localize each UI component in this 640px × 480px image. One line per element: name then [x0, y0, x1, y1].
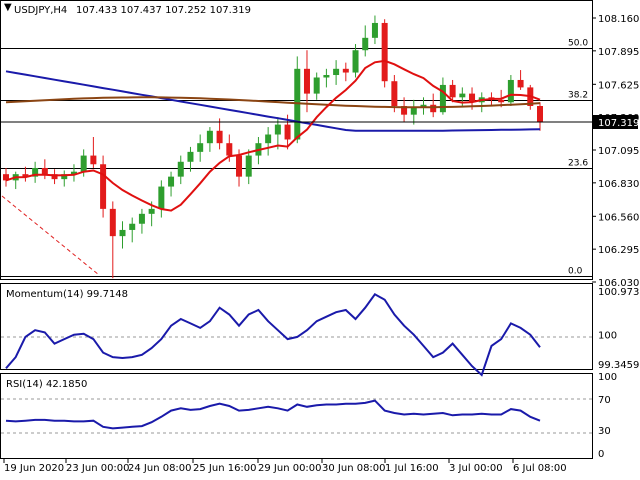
candle-body	[80, 155, 87, 172]
fib-level-label: 23.6	[568, 159, 588, 169]
price-axis: 108.160107.895107.625107.360107.095106.8…	[592, 14, 639, 289]
candle-body	[148, 208, 155, 214]
candle-body	[284, 124, 291, 140]
rsi-label: RSI(14) 42.1850	[6, 379, 87, 390]
candle-body	[352, 50, 359, 73]
candle-body	[3, 174, 9, 181]
price-tick-label: 106.560	[598, 212, 639, 223]
candle-body	[138, 213, 145, 224]
candle-body	[51, 174, 58, 180]
candle-body	[507, 79, 514, 103]
momentum-tick-label: 100.9733	[598, 287, 640, 298]
moving-average-fast	[5, 59, 541, 212]
fib-level-label: 38.2	[568, 91, 588, 101]
candle-body	[90, 155, 97, 165]
candle-body	[371, 22, 378, 38]
candle-body	[216, 130, 223, 144]
price-tick-label: 107.095	[598, 146, 639, 157]
time-tick-label: 6 Jul 08:00	[513, 463, 567, 474]
rsi-line	[5, 399, 541, 430]
rsi-axis: 100 70 30 0	[598, 372, 617, 460]
price-tick-label: 106.030	[598, 278, 639, 289]
candle-body	[303, 68, 310, 94]
price-panel[interactable]	[0, 0, 593, 280]
candle-body	[100, 164, 107, 209]
candle-body	[206, 130, 213, 144]
candle-body	[342, 68, 349, 73]
price-tick-label: 108.160	[598, 14, 639, 25]
candle-body	[459, 93, 466, 98]
candle-body	[41, 167, 48, 175]
candle-body	[313, 77, 320, 94]
fib-level-label: 0.0	[568, 267, 583, 277]
momentum-line	[5, 292, 541, 377]
time-tick-label: 19 Jun 2020	[4, 463, 64, 474]
price-tick-label: 106.295	[598, 245, 639, 256]
momentum-tick-label: 100	[598, 331, 617, 342]
price-tick-label: 107.625	[598, 80, 639, 91]
candle-body	[362, 37, 369, 51]
candle-body	[517, 79, 524, 88]
current-price-tag	[593, 115, 638, 129]
rsi-tick-label: 100	[598, 372, 617, 383]
momentum-axis: 100.9733 100 99.3459	[598, 287, 640, 371]
candle-body	[537, 106, 543, 123]
candle-body	[129, 223, 136, 230]
candle-body	[420, 104, 427, 108]
time-tick-label: 29 Jun 00:00	[258, 463, 322, 474]
candle-body	[245, 155, 252, 177]
moving-average-mid	[5, 96, 541, 109]
candle-body	[449, 84, 456, 98]
rsi-tick-label: 30	[598, 426, 611, 437]
candle-body	[61, 174, 68, 180]
time-tick-label: 30 Jun 08:00	[322, 463, 386, 474]
momentum-label: Momentum(14) 99.7148	[6, 289, 128, 300]
candle-body	[498, 99, 505, 103]
momentum-tick-label: 99.3459	[598, 360, 639, 371]
candle-body	[401, 106, 408, 115]
candle-body	[236, 155, 243, 177]
time-tick-label: 3 Jul 00:00	[449, 463, 503, 474]
time-tick-label: 1 Jul 16:00	[385, 463, 439, 474]
candle-body	[381, 22, 388, 82]
rsi-tick-label: 0	[598, 449, 604, 460]
candle-body	[391, 81, 398, 106]
time-tick-label: 24 Jun 08:00	[128, 463, 192, 474]
symbol-label: USDJPY,H4	[14, 5, 67, 16]
candle-body	[187, 151, 194, 162]
current-price-label: 107.319	[598, 118, 639, 129]
candle-body	[333, 68, 340, 76]
candle-body	[119, 229, 126, 237]
ohlc-label: 107.433 107.437 107.252 107.319	[76, 5, 251, 16]
time-tick-label: 23 Jun 00:00	[66, 463, 130, 474]
candle-body	[439, 84, 446, 113]
candle-body	[469, 93, 476, 103]
candle-body	[226, 143, 233, 156]
candle-body	[158, 186, 165, 209]
momentum-panel[interactable]	[0, 283, 593, 370]
price-tick-label: 106.830	[598, 179, 639, 190]
candle-body	[323, 75, 330, 78]
candle-body	[177, 161, 184, 177]
moving-average-slow	[5, 70, 541, 132]
candle-body	[410, 107, 417, 115]
candle-body	[197, 143, 204, 152]
rsi-tick-label: 70	[598, 395, 611, 406]
candle-body	[430, 104, 437, 113]
candle-body	[168, 176, 175, 187]
candle-body	[22, 174, 29, 177]
candle-body	[70, 171, 77, 175]
price-tick-label: 107.895	[598, 47, 639, 58]
rsi-panel[interactable]	[0, 373, 593, 459]
time-tick-label: 25 Jun 16:00	[193, 463, 257, 474]
candle-body	[32, 167, 39, 177]
candle-body	[274, 124, 281, 135]
collapse-triangle-icon[interactable]: ▼	[4, 2, 12, 13]
candle-body	[265, 134, 272, 144]
fib-level-label: 50.0	[568, 39, 588, 49]
candle-body	[109, 208, 116, 237]
